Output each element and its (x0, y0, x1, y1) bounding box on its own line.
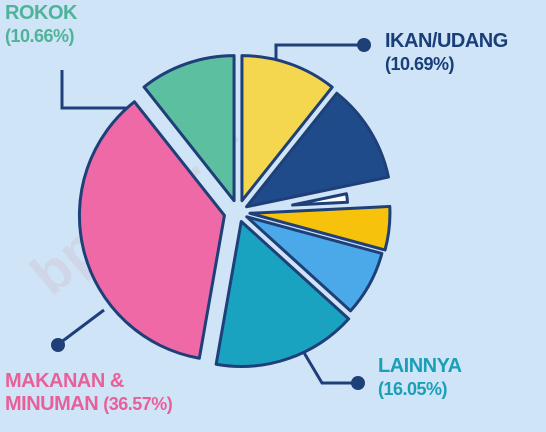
leader-dots (51, 38, 371, 390)
category-label: MAKANAN & MINUMAN (5, 370, 124, 415)
pie-slice (291, 192, 349, 207)
pie-slice (240, 54, 334, 203)
slice-label: IKAN/UDANG (10.69%) (385, 30, 546, 76)
category-label: IKAN/UDANG (385, 30, 508, 52)
leader-dot (351, 376, 365, 390)
value-label: (10.66%) (5, 26, 75, 46)
pie-slice (142, 54, 236, 203)
value-label: (10.69%) (385, 54, 455, 74)
slice-label: ROKOK (10.66%) (5, 2, 125, 48)
category-label: ROKOK (5, 2, 77, 24)
leader-line (59, 308, 105, 345)
slice-label: LAINNYA (16.05%) (378, 355, 538, 401)
pie-slice (248, 204, 392, 252)
pie-slice (214, 219, 351, 368)
pie-slice (245, 91, 390, 209)
pie (77, 54, 392, 368)
leader-line (60, 70, 140, 110)
category-label: LAINNYA (378, 355, 462, 377)
leader-dot (357, 38, 371, 52)
slice-label: MAKANAN & MINUMAN (36.57%) (5, 370, 175, 416)
leader-dot (51, 338, 65, 352)
pie-slice (77, 100, 226, 360)
pie-slice (245, 215, 384, 313)
value-label: (36.57%) (103, 394, 173, 414)
value-label: (16.05%) (378, 379, 448, 399)
